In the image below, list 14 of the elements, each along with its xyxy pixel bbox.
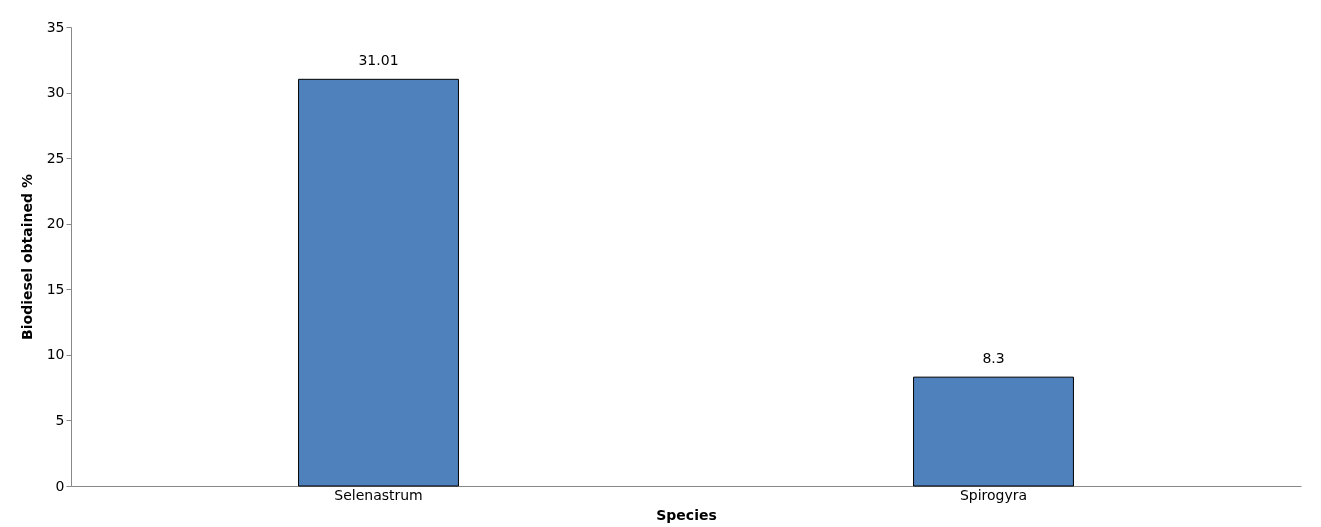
y-tick-label: 10 [46, 346, 65, 363]
y-tick-label: 15 [46, 280, 65, 297]
data-label: 8.3 [982, 350, 1005, 367]
y-axis-title: Biodiesel obtained % [18, 174, 35, 340]
data-label: 31.01 [358, 52, 399, 69]
y-tick-label: 5 [55, 411, 65, 428]
y-tick-label: 20 [46, 215, 65, 232]
x-tick-label: Spirogyra [959, 486, 1028, 503]
y-tick-label: 0 [55, 477, 65, 494]
y-tick-label: 30 [46, 84, 65, 101]
x-axis-title: Species [656, 506, 717, 523]
y-tick-label: 35 [46, 18, 65, 35]
x-tick-label: Selenastrum [334, 486, 423, 503]
y-tick-label: 25 [46, 149, 65, 166]
